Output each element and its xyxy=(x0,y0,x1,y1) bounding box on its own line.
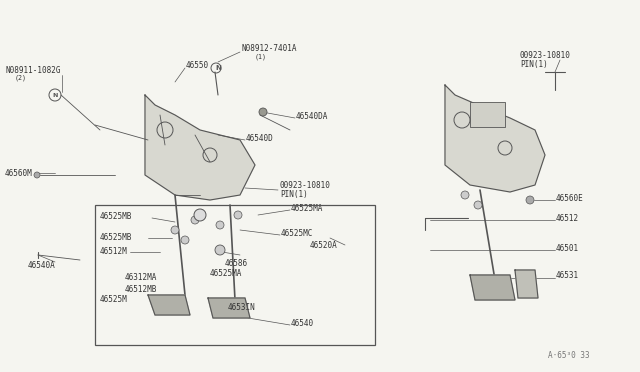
Text: 46560M: 46560M xyxy=(5,169,33,177)
Text: A·65³0 33: A·65³0 33 xyxy=(548,351,590,360)
Text: (1): (1) xyxy=(255,54,267,60)
Text: 46501: 46501 xyxy=(556,244,579,253)
Text: PIN(1): PIN(1) xyxy=(280,189,308,199)
Text: 46540A: 46540A xyxy=(28,260,56,269)
Circle shape xyxy=(461,191,469,199)
Bar xyxy=(470,102,505,127)
Text: 46540D: 46540D xyxy=(246,134,274,142)
Text: 46512: 46512 xyxy=(556,214,579,222)
Polygon shape xyxy=(148,295,190,315)
Text: 00923-10810: 00923-10810 xyxy=(520,51,571,60)
Polygon shape xyxy=(515,270,538,298)
Circle shape xyxy=(194,209,206,221)
Text: 46560E: 46560E xyxy=(556,193,584,202)
Text: (2): (2) xyxy=(15,75,27,81)
Polygon shape xyxy=(208,298,250,318)
Text: 46520A: 46520A xyxy=(310,241,338,250)
Circle shape xyxy=(181,236,189,244)
Circle shape xyxy=(526,196,534,204)
Polygon shape xyxy=(445,85,545,192)
Text: 46525MB: 46525MB xyxy=(100,232,132,241)
Circle shape xyxy=(171,226,179,234)
Text: 46512MB: 46512MB xyxy=(125,285,157,295)
Text: N: N xyxy=(215,65,221,71)
Text: N08912-7401A: N08912-7401A xyxy=(241,44,296,52)
Polygon shape xyxy=(145,95,255,200)
Text: 46525MA: 46525MA xyxy=(291,203,323,212)
Text: 4653IN: 4653IN xyxy=(228,302,256,311)
Text: 46540DA: 46540DA xyxy=(296,112,328,121)
Text: 46550: 46550 xyxy=(186,61,209,70)
Circle shape xyxy=(474,201,482,209)
Text: N: N xyxy=(52,93,58,97)
Text: 46525MC: 46525MC xyxy=(281,228,314,237)
Text: 46512M: 46512M xyxy=(100,247,128,256)
Text: 46540: 46540 xyxy=(291,318,314,327)
Circle shape xyxy=(215,245,225,255)
Text: 46525MB: 46525MB xyxy=(100,212,132,221)
Text: 46525M: 46525M xyxy=(100,295,128,305)
Text: PIN(1): PIN(1) xyxy=(520,60,548,68)
Text: 46525MA: 46525MA xyxy=(210,269,243,278)
Text: 46312MA: 46312MA xyxy=(125,273,157,282)
Polygon shape xyxy=(470,275,515,300)
Circle shape xyxy=(216,221,224,229)
Text: 46531: 46531 xyxy=(556,272,579,280)
Circle shape xyxy=(191,216,199,224)
Text: 00923-10810: 00923-10810 xyxy=(280,180,331,189)
Circle shape xyxy=(234,211,242,219)
Circle shape xyxy=(259,108,267,116)
Bar xyxy=(95,205,375,345)
Text: 46586: 46586 xyxy=(225,259,248,267)
Circle shape xyxy=(34,172,40,178)
Text: N08911-1082G: N08911-1082G xyxy=(5,65,61,74)
